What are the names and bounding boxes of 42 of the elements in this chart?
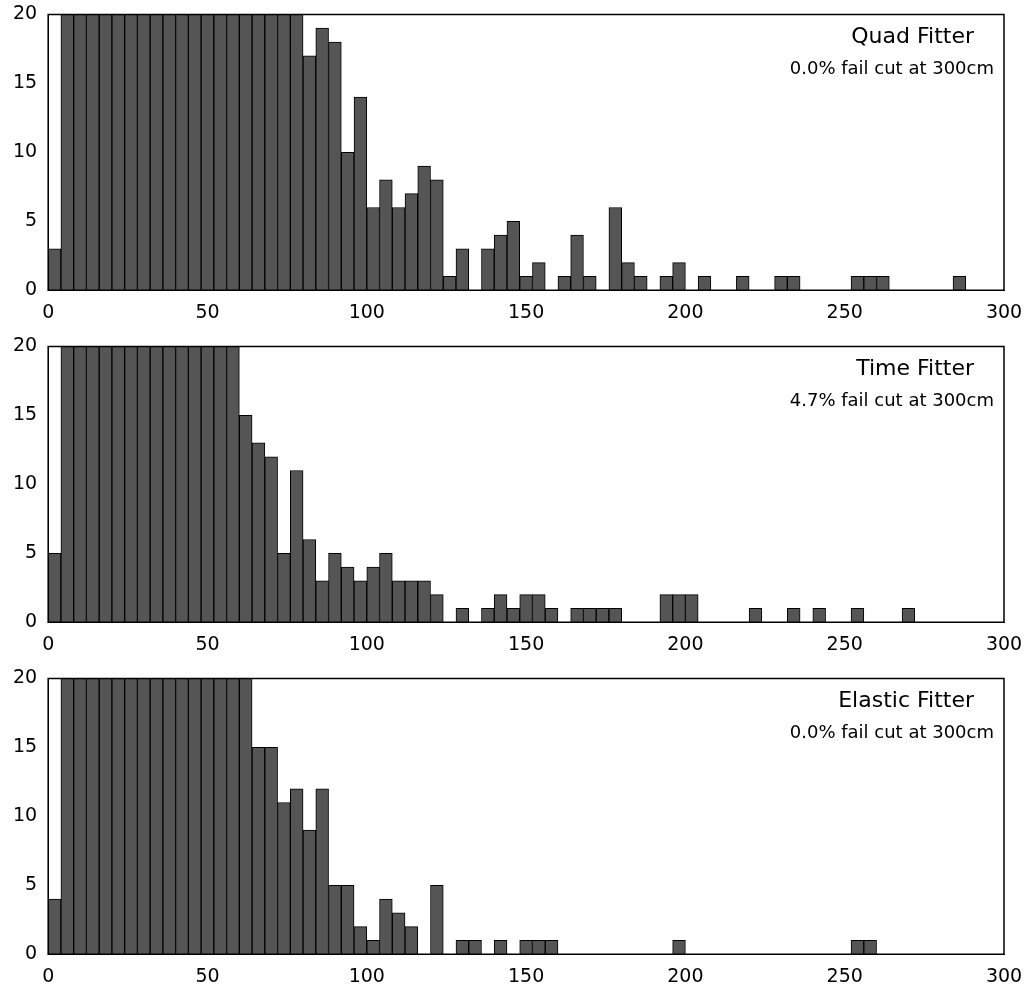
x-tick-label: 200 bbox=[667, 631, 704, 654]
x-tick-label: 0 bbox=[42, 299, 55, 322]
text: 0.0% fail cut at 300cm bbox=[789, 721, 994, 743]
y-tick-label: 10 bbox=[12, 139, 38, 162]
x-tick-label: 50 bbox=[195, 299, 220, 322]
x-tick-label: 250 bbox=[826, 963, 863, 986]
x-tick-label: 0 bbox=[42, 631, 55, 654]
x-tick-label: 100 bbox=[348, 299, 385, 322]
x-tick-label: 50 bbox=[195, 963, 220, 986]
x-tick-label: 150 bbox=[507, 963, 545, 986]
y-tick-label: 5 bbox=[25, 208, 38, 231]
x-tick-label: 150 bbox=[507, 299, 545, 322]
x-tick-label: 300 bbox=[985, 631, 1023, 654]
x-tick-label: 200 bbox=[667, 299, 704, 322]
y-tick-label: 0 bbox=[25, 609, 38, 632]
x-tick-label: 250 bbox=[826, 631, 863, 654]
chart-title: Elastic Fitter bbox=[838, 687, 975, 713]
y-tick-label: 10 bbox=[12, 471, 38, 494]
y-tick-label: 5 bbox=[25, 540, 38, 563]
x-tick-label: 150 bbox=[507, 631, 545, 654]
text: 0.0% fail cut at 300cm bbox=[789, 57, 994, 79]
y-tick-label: 20 bbox=[12, 333, 38, 356]
x-tick-label: 100 bbox=[348, 631, 385, 654]
x-tick-label: 200 bbox=[667, 963, 704, 986]
y-tick-label: 20 bbox=[12, 665, 38, 688]
chart-title: Time Fitter bbox=[855, 355, 975, 381]
y-tick-label: 0 bbox=[25, 941, 38, 964]
y-tick-label: 5 bbox=[25, 872, 38, 895]
y-tick-label: 20 bbox=[12, 1, 38, 24]
y-tick-label: 10 bbox=[12, 803, 38, 826]
y-tick-label: 15 bbox=[12, 402, 38, 425]
x-tick-label: 250 bbox=[826, 299, 863, 322]
x-tick-label: 100 bbox=[348, 963, 385, 986]
text: 4.7% fail cut at 300cm bbox=[789, 389, 994, 411]
x-tick-label: 300 bbox=[985, 299, 1023, 322]
y-tick-label: 15 bbox=[12, 70, 38, 93]
chart-title: Quad Fitter bbox=[851, 23, 975, 49]
x-tick-label: 0 bbox=[42, 963, 55, 986]
y-tick-label: 15 bbox=[12, 734, 38, 757]
x-tick-label: 50 bbox=[195, 631, 220, 654]
y-tick-label: 0 bbox=[25, 277, 38, 300]
x-tick-label: 300 bbox=[985, 963, 1023, 986]
